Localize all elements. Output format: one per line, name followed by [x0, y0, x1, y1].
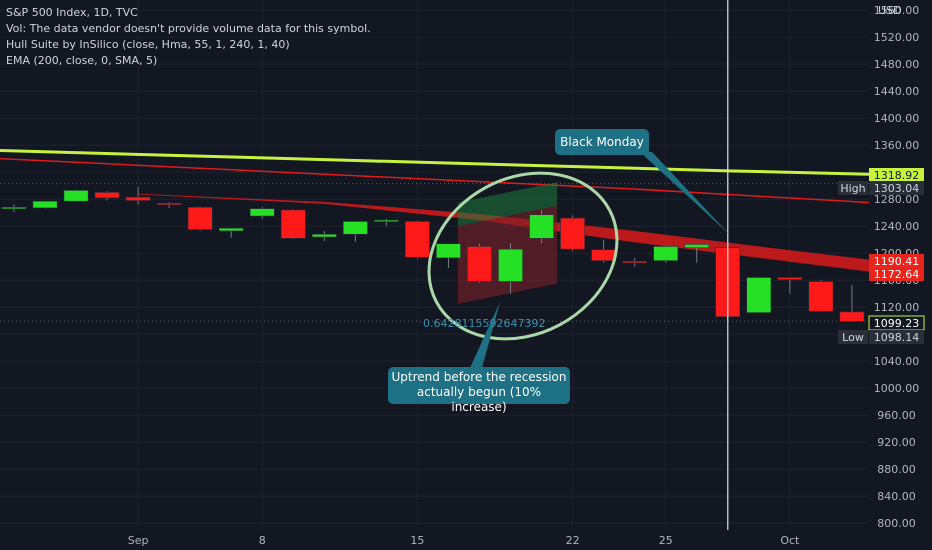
ema-tag-value: 1318.92 — [874, 169, 920, 182]
black-monday-callout[interactable]: Black Monday — [555, 129, 649, 155]
candle-body — [156, 202, 182, 206]
candle-body — [653, 246, 679, 261]
hull-lower-tag: 1172.64 — [869, 267, 924, 281]
price-tick-label: 800.00 — [877, 517, 916, 530]
time-tick-label: Oct — [780, 534, 800, 547]
candle-body — [187, 206, 213, 230]
price-tick-label: 1520.00 — [874, 31, 920, 44]
uptrend-text-line1: Uptrend before the recession — [391, 370, 567, 384]
candle-body — [591, 249, 617, 261]
last-price-tag: 1099.23 — [868, 315, 925, 331]
time-tick-label: 15 — [410, 534, 424, 547]
price-tick-label: 1480.00 — [874, 58, 920, 71]
hull-upper-value: 1190.41 — [874, 255, 920, 268]
candle-body — [529, 214, 554, 239]
candle-body — [498, 248, 523, 282]
candle-body — [63, 190, 89, 202]
ema-indicator-label[interactable]: EMA (200, close, 0, SMA, 5) — [6, 54, 158, 67]
candle-body — [249, 208, 275, 217]
price-tick-label: 1240.00 — [874, 220, 920, 233]
candle-body — [373, 219, 399, 222]
price-tags: 1318.92 High 1303.04 1190.41 1172.64 109… — [423, 4, 925, 344]
last-price-value: 1099.23 — [874, 317, 920, 330]
hull-lower-value: 1172.64 — [874, 268, 920, 281]
black-monday-pointer — [640, 152, 730, 235]
candle-body — [746, 277, 772, 313]
ema-price-tag: 1318.92 — [869, 168, 924, 182]
symbol-title[interactable]: S&P 500 Index, 1D, TVC — [6, 6, 138, 19]
candle-body — [342, 221, 368, 235]
price-tick-label: 920.00 — [877, 436, 916, 449]
time-tick-label: 25 — [659, 534, 673, 547]
uptrend-pointer — [470, 302, 500, 368]
price-tick-label: 1360.00 — [874, 139, 920, 152]
candle-body — [436, 243, 461, 259]
candle-body — [622, 260, 648, 264]
hull-lower-box — [869, 267, 924, 281]
high-tag-label: High — [840, 182, 865, 195]
candle-body — [280, 209, 306, 239]
hull-upper-box — [869, 254, 924, 268]
price-tick-label: 1280.00 — [874, 193, 920, 206]
price-tick-label: 1120.00 — [874, 301, 920, 314]
highlight-ellipse — [427, 171, 619, 341]
candle-body — [560, 217, 586, 250]
annotation-shapes — [427, 0, 730, 530]
price-tick-label: 1440.00 — [874, 85, 920, 98]
time-axis[interactable]: Sep 8 15 22 25 Oct — [128, 534, 800, 547]
volume-note: Vol: The data vendor doesn't provide vol… — [6, 22, 371, 35]
time-tick-label: 8 — [259, 534, 266, 547]
low-tag-value-box — [869, 330, 924, 344]
black-monday-text: Black Monday — [560, 135, 644, 149]
candle-body — [1, 206, 27, 210]
price-tick-label: 1400.00 — [874, 112, 920, 125]
price-axis[interactable]: 800.00 840.00 880.00 920.00 960.00 1000.00 104… — [874, 4, 920, 530]
price-tick-label: 1000.00 — [874, 382, 920, 395]
high-tag-label-box — [838, 181, 868, 195]
candle-body — [311, 233, 337, 238]
candle-body — [125, 196, 151, 201]
price-tick-label: 1560.00 — [874, 4, 920, 17]
candle-body — [32, 200, 58, 209]
price-tick-label: 960.00 — [877, 409, 916, 422]
forecast-box — [457, 182, 558, 304]
candle-body — [777, 277, 803, 280]
price-tick-label: 1040.00 — [874, 355, 920, 368]
price-tick-label: 880.00 — [877, 463, 916, 476]
high-price-tag: High 1303.04 — [838, 181, 924, 195]
time-tick-label: Sep — [128, 534, 149, 547]
high-tag-value-box — [869, 181, 924, 195]
candle-body — [405, 221, 430, 258]
currency-label: USD — [878, 4, 902, 17]
hull-indicator-label[interactable]: Hull Suite by InSilico (close, Hma, 55, … — [6, 38, 290, 51]
ma-red-line — [0, 157, 870, 204]
high-tag-value: 1303.04 — [874, 182, 920, 195]
low-price-tag: Low 1098.14 — [838, 330, 924, 344]
candle-body — [684, 244, 710, 249]
time-tick-label: 22 — [566, 534, 580, 547]
fib-level-label: 0.6428115592647392 — [423, 317, 545, 330]
low-tag-label: Low — [842, 331, 864, 344]
candle-body — [218, 227, 244, 232]
ema-tag-box — [869, 168, 924, 182]
candle-body — [808, 281, 834, 312]
candle-body — [839, 311, 865, 322]
uptrend-text-line2: actually begun (10% increase) — [416, 385, 542, 414]
candle-body — [94, 192, 120, 199]
uptrend-callout[interactable]: Uptrend before the recession actually be… — [388, 367, 570, 414]
price-tick-label: 840.00 — [877, 490, 916, 503]
forecast-profit-zone — [457, 182, 558, 227]
candle-body — [467, 246, 492, 282]
hull-upper-tag: 1190.41 — [869, 254, 924, 268]
low-tag-value: 1098.14 — [874, 331, 920, 344]
low-tag-label-box — [838, 330, 868, 344]
chart-legend: S&P 500 Index, 1D, TVC Vol: The data ven… — [6, 5, 371, 69]
